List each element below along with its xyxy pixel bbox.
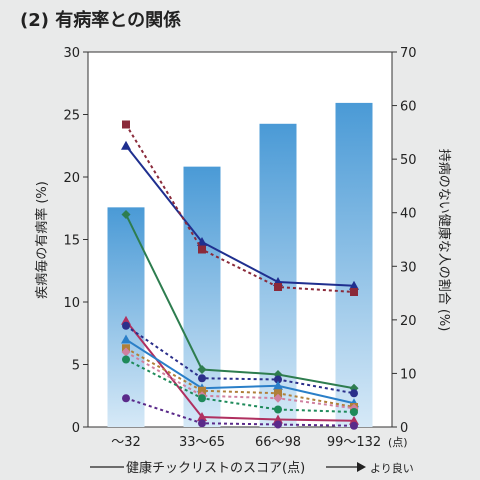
- series-9-point-2: [274, 420, 282, 429]
- left-tick-label-10: 10: [63, 296, 80, 311]
- series-line-5: [125, 338, 355, 405]
- right-tick-label-20: 20: [400, 314, 417, 329]
- right-tick-label-40: 40: [400, 207, 417, 222]
- x-tick-label-2: 66〜98: [255, 435, 301, 450]
- right-tick-label-10: 10: [400, 367, 417, 382]
- series-7-point-2: [273, 393, 283, 403]
- right-tick-label-50: 50: [400, 153, 417, 168]
- series-4-point-2: [274, 375, 282, 384]
- series-4-point-0: [122, 321, 130, 330]
- series-9-point-0: [122, 394, 130, 403]
- x-tick-label-3: 99〜132: [327, 435, 381, 450]
- left-tick-label-30: 30: [63, 46, 80, 61]
- series-4-point-1: [198, 374, 206, 383]
- series-4-point-3: [350, 389, 358, 398]
- series-line-2: [125, 214, 355, 390]
- series-0-point-0: [121, 140, 131, 150]
- x-tick-label-0: 〜32: [111, 435, 141, 450]
- series-3-point-3: [349, 415, 359, 425]
- series-3-point-2: [273, 414, 283, 424]
- series-7-point-0: [121, 347, 131, 357]
- right-tick-label-0: 0: [400, 421, 408, 436]
- right-axis-label: 持病のない健康な人の割合 (%): [436, 149, 452, 332]
- series-3-point-1: [197, 412, 207, 421]
- left-tick-label-0: 0: [72, 421, 80, 436]
- series-2-point-1: [197, 365, 207, 374]
- right-tick-label-30: 30: [400, 260, 417, 275]
- series-line-4: [125, 324, 355, 395]
- series-1-point-1: [198, 245, 206, 254]
- series-line-8: [125, 358, 355, 413]
- bar-3: [335, 102, 373, 428]
- series-5-point-0: [121, 334, 131, 344]
- series-9-point-1: [198, 419, 206, 428]
- arrow-right-icon: [357, 462, 366, 472]
- x-direction-label: より良い: [370, 461, 414, 475]
- left-tick-label-25: 25: [63, 109, 80, 124]
- series-line-7: [125, 351, 355, 410]
- left-tick-label-15: 15: [63, 234, 80, 249]
- series-6-point-1: [198, 386, 206, 395]
- chart-title: (2) 有病率との関係: [20, 9, 181, 31]
- series-9-point-3: [350, 421, 358, 430]
- series-line-0: [125, 145, 355, 287]
- series-8-point-2: [274, 405, 282, 414]
- left-tick-label-5: 5: [72, 359, 80, 374]
- series-2-point-0: [121, 210, 131, 219]
- left-tick-label-20: 20: [63, 171, 80, 186]
- left-axis-label: 疾病毎の有病率 (%): [34, 181, 50, 299]
- series-line-6: [125, 347, 355, 408]
- series-line-1: [125, 123, 355, 293]
- series-8-point-1: [198, 394, 206, 403]
- series-1-point-2: [274, 283, 282, 291]
- series-3-point-0: [121, 315, 131, 325]
- series-line-9: [125, 397, 355, 427]
- series-6-point-2: [274, 389, 282, 398]
- series-8-point-0: [122, 355, 130, 364]
- series-1-point-0: [122, 120, 130, 129]
- series-5-point-2: [273, 380, 283, 390]
- x-tick-label-1: 33〜65: [179, 435, 225, 450]
- right-tick-label-70: 70: [400, 46, 417, 61]
- right-tick-label-60: 60: [400, 100, 417, 115]
- series-8-point-3: [350, 408, 358, 416]
- series-0-point-3: [349, 280, 359, 290]
- x-axis-label: 健康チックリストのスコア(点): [126, 460, 305, 476]
- x-unit-label: (点): [388, 436, 408, 449]
- series-1-point-3: [350, 288, 358, 296]
